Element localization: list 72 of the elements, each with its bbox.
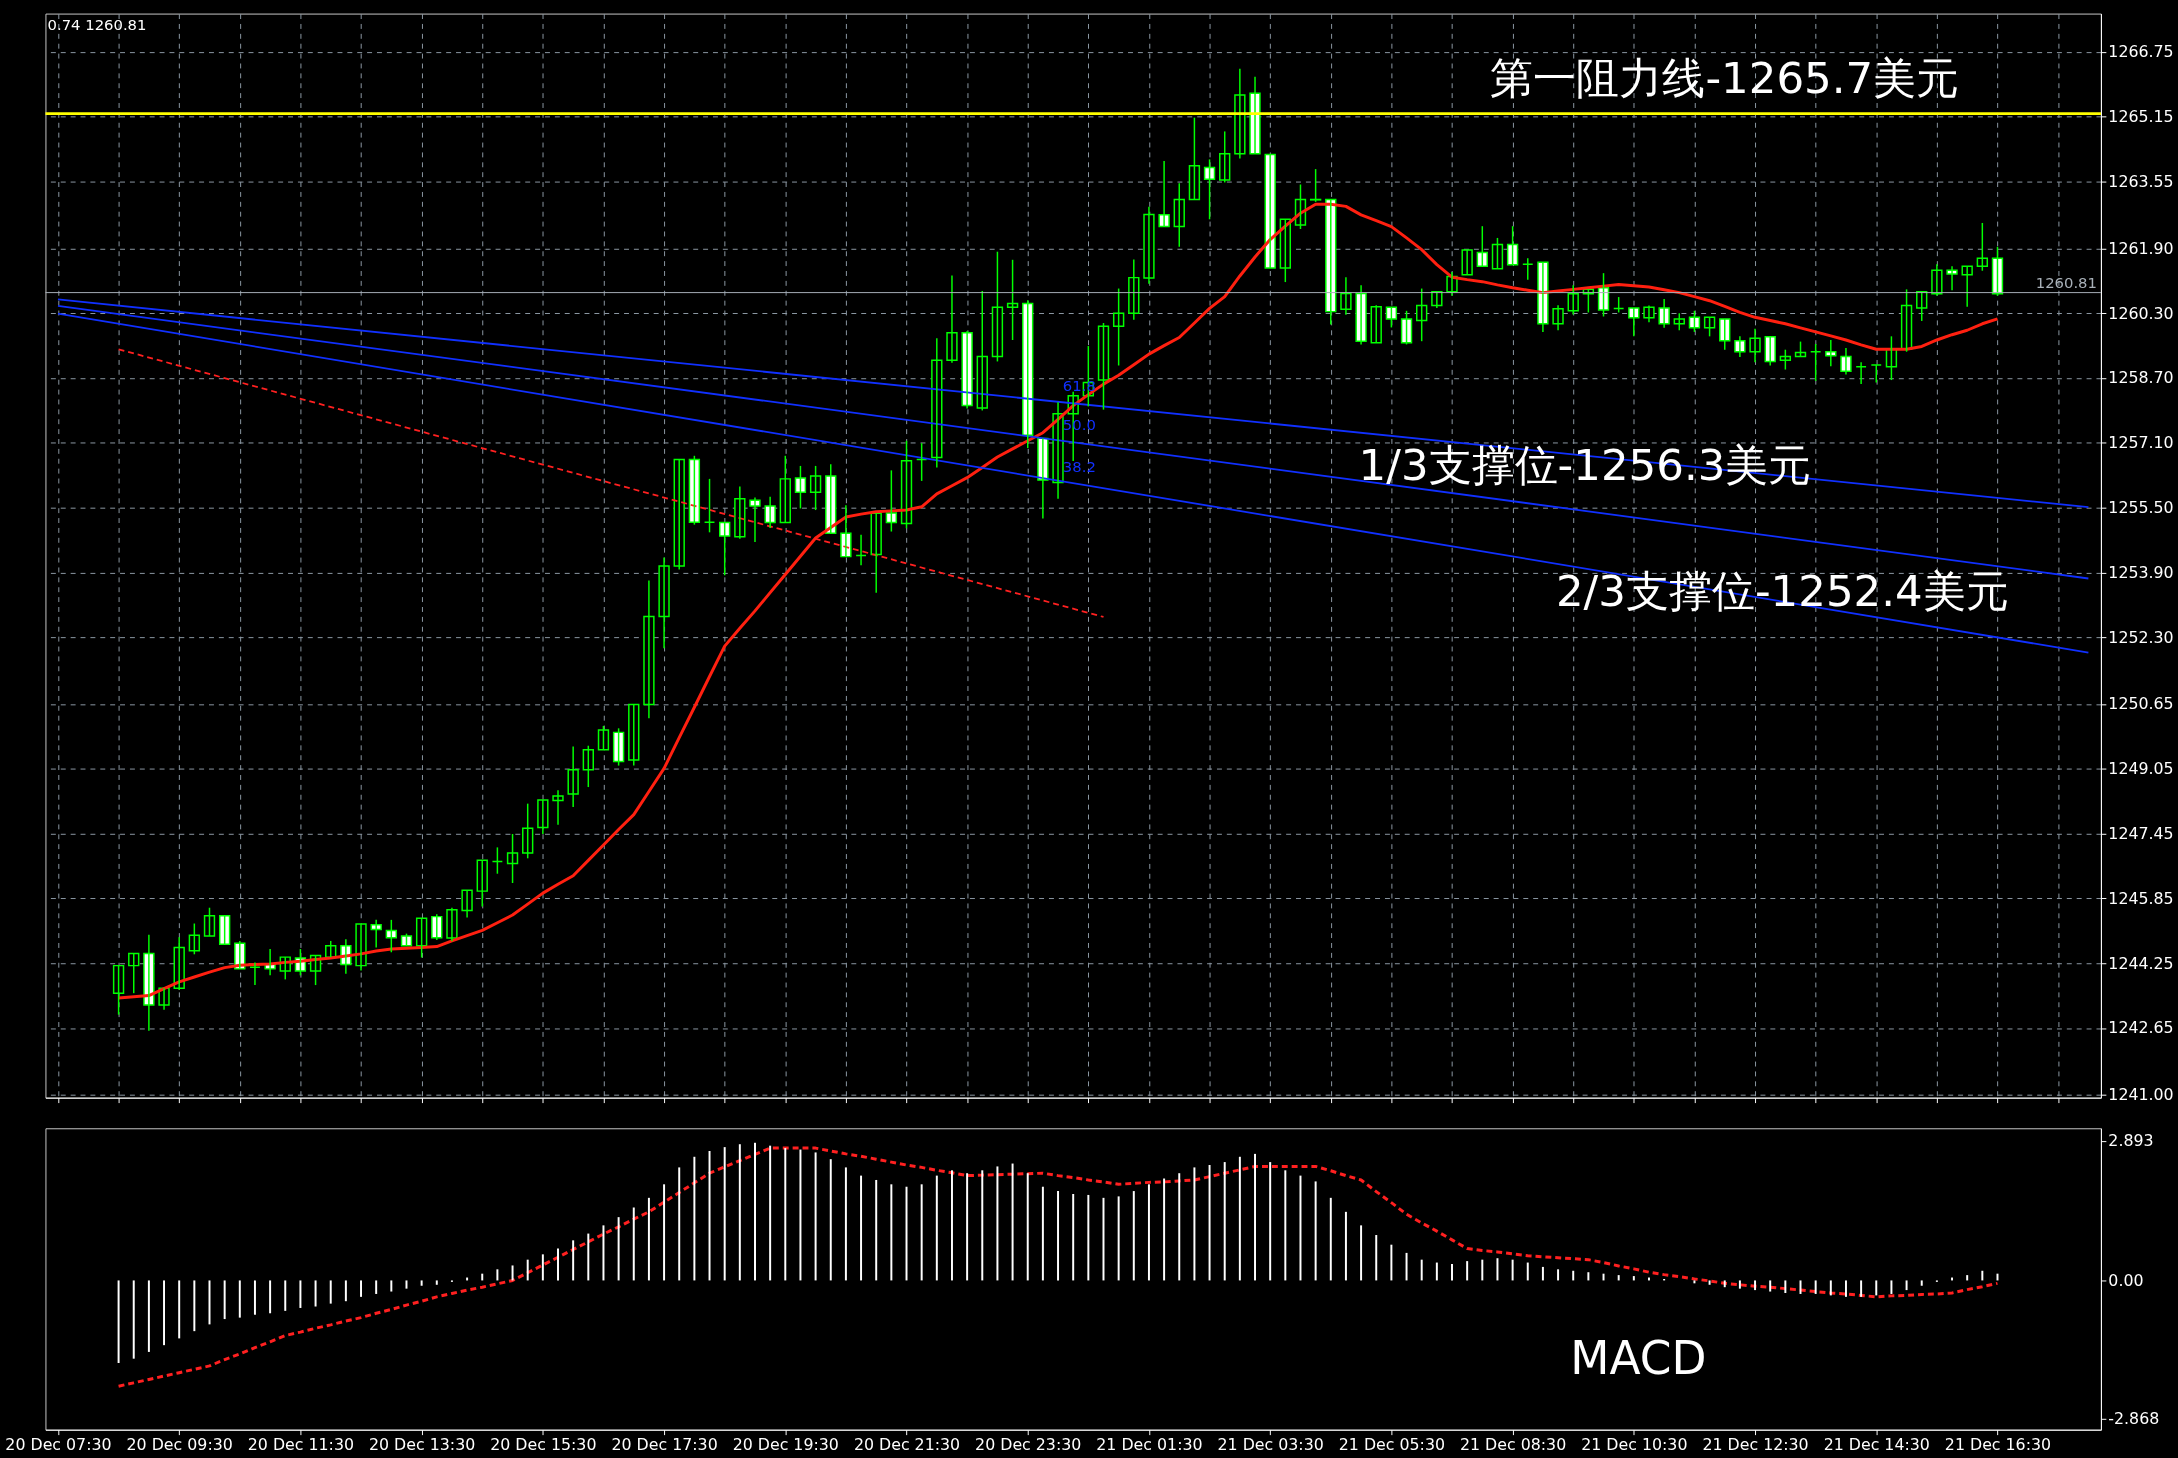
- candlestick: [1643, 304, 1655, 323]
- candlestick: [491, 846, 504, 875]
- candlestick: [915, 442, 928, 482]
- y-tick-label: 1257.10: [2108, 433, 2174, 453]
- candlestick: [1461, 249, 1473, 276]
- y-tick-label: 1244.25: [2108, 953, 2174, 973]
- y-tick-label: 1253.90: [2108, 562, 2174, 582]
- y-tick-label: 1255.50: [2108, 498, 2174, 518]
- candlestick: [506, 833, 519, 884]
- candlestick: [1400, 310, 1413, 346]
- x-tick-label: 20 Dec 11:30: [247, 1434, 355, 1454]
- y-tick-label: 1261.90: [2108, 238, 2174, 258]
- x-tick-label: 21 Dec 12:30: [1702, 1434, 1809, 1454]
- candlestick: [597, 725, 610, 751]
- x-tick-label: 20 Dec 13:30: [369, 1434, 476, 1454]
- candlestick: [1628, 307, 1640, 338]
- candlestick: [249, 961, 261, 986]
- annotation: MACD: [1570, 1332, 1707, 1386]
- x-tick-label: 21 Dec 10:30: [1581, 1434, 1688, 1454]
- y-tick-label: 0.00: [2108, 1270, 2144, 1290]
- x-tick-label: 20 Dec 15:30: [490, 1434, 597, 1454]
- candlestick: [1309, 168, 1322, 203]
- x-tick-label: 21 Dec 05:30: [1338, 1434, 1446, 1454]
- annotation: 第一阻力线-1265.7美元: [1490, 52, 1960, 103]
- y-tick-label: 1252.30: [2108, 627, 2174, 647]
- candlestick: [203, 906, 216, 937]
- x-tick-label: 21 Dec 16:30: [1944, 1434, 2052, 1454]
- candlestick: [809, 465, 822, 511]
- x-tick-label: 21 Dec 01:30: [1096, 1434, 1203, 1454]
- x-tick-label: 20 Dec 23:30: [975, 1434, 1082, 1454]
- line-series: [117, 1146, 1999, 1388]
- y-tick-label: -2.868: [2108, 1409, 2160, 1429]
- candlestick: [1688, 310, 1701, 333]
- candlestick: [1703, 316, 1716, 338]
- candlestick: [1385, 306, 1398, 329]
- ref-line-label: 1260.81: [2035, 273, 2097, 291]
- candlestick: [1522, 257, 1534, 281]
- annotation: 38.2: [1062, 457, 1096, 475]
- candlestick: [855, 534, 867, 566]
- candlestick: [719, 521, 731, 576]
- candlestick: [1552, 304, 1564, 331]
- y-tick-label: 1260.30: [2108, 303, 2174, 323]
- y-tick-label: 1242.65: [2108, 1018, 2174, 1038]
- candlestick: [1719, 318, 1731, 351]
- annotation: 0.74 1260.81: [47, 15, 147, 33]
- x-tick-label: 21 Dec 03:30: [1217, 1434, 1324, 1454]
- candlestick: [1264, 153, 1276, 269]
- y-tick-label: 1249.05: [2108, 759, 2174, 779]
- x-tick-label: 20 Dec 17:30: [611, 1434, 718, 1454]
- y-tick-label: 1247.45: [2108, 824, 2174, 844]
- y-tick-label: 1250.65: [2108, 694, 2174, 714]
- candlestick: [1809, 343, 1822, 382]
- candlestick: [1855, 361, 1867, 385]
- y-tick-label: 1241.00: [2108, 1085, 2174, 1105]
- candlestick: [703, 478, 716, 534]
- x-tick-label: 21 Dec 08:30: [1459, 1434, 1567, 1454]
- candlestick: [1976, 222, 1989, 272]
- y-tick-label: 1245.85: [2108, 888, 2174, 908]
- y-tick-label: 1265.15: [2108, 107, 2174, 127]
- x-tick-label: 20 Dec 07:30: [5, 1434, 112, 1454]
- candlestick: [794, 465, 807, 510]
- x-tick-label: 20 Dec 09:30: [126, 1434, 233, 1454]
- x-tick-label: 21 Dec 14:30: [1823, 1434, 1930, 1454]
- x-tick-label: 20 Dec 21:30: [853, 1434, 961, 1454]
- x-tick-label: 20 Dec 19:30: [732, 1434, 839, 1454]
- y-tick-label: 2.893: [2108, 1131, 2154, 1151]
- y-tick-label: 1258.70: [2108, 368, 2174, 388]
- candlestick: [1658, 298, 1670, 329]
- y-tick-label: 1263.55: [2108, 172, 2174, 192]
- candlestick: [218, 915, 231, 945]
- y-tick-label: 1266.75: [2108, 42, 2174, 62]
- candlestick: [552, 789, 564, 826]
